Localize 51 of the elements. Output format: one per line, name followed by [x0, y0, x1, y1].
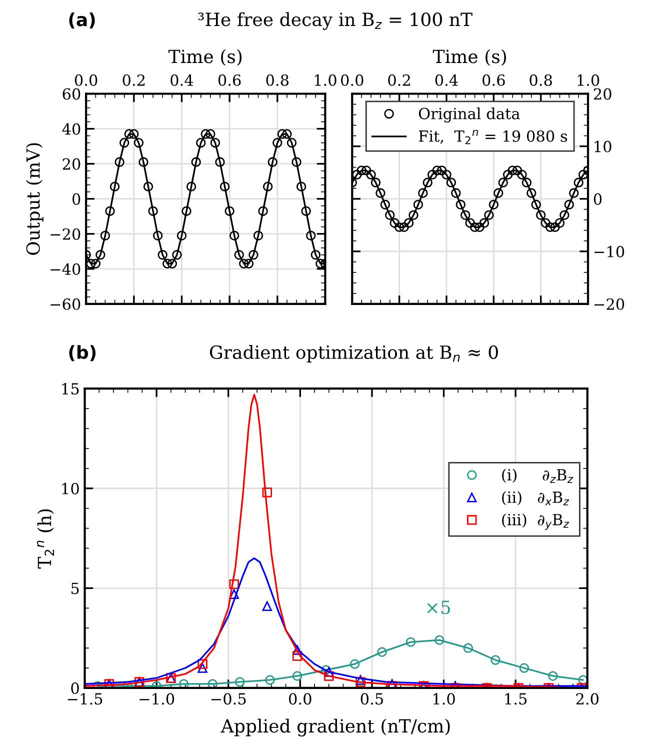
y-tick-label: 60: [62, 88, 80, 100]
text: (a): [69, 12, 95, 29]
x-tick-label: 0.8: [266, 74, 289, 86]
y-axis-title: Output (mV): [26, 143, 44, 255]
x-axis-title: Applied gradient (nT/cm): [220, 718, 450, 736]
y2-tick-label: 0: [594, 193, 602, 205]
x-tick-label: 0.2: [122, 74, 145, 86]
chart-title: ³He free decay in B$_{z}$ = 100 nT: [198, 12, 472, 30]
x-tick-label: 0.0: [341, 74, 364, 86]
y-tick-label: 0: [71, 682, 79, 694]
y-tick-label: 5: [71, 582, 79, 594]
legend-label: Fit, T$_{2}$$^{n}$ = 19 080 s: [418, 130, 568, 144]
x-axis-title: Time (s): [168, 49, 242, 66]
legend-label: (iii) ∂$_{y}$B$_{z}$: [502, 514, 570, 530]
text: (b): [69, 345, 96, 362]
x-tick-label: 0.2: [388, 74, 410, 86]
y-axis-title: T$_{2}$$^{n}$ (h): [37, 509, 54, 569]
x-tick-label: −1.0: [140, 693, 174, 705]
x-tick-label: 0.8: [530, 74, 552, 86]
chart-title: Gradient optimization at B$_{n}$ ≈ 0: [210, 345, 498, 363]
y2-tick-label: −10: [594, 246, 624, 258]
y-tick-label: 0: [72, 193, 80, 205]
x-tick-label: −0.5: [211, 693, 246, 705]
y-tick-label: −60: [50, 298, 80, 310]
x-tick-label: 0.5: [360, 693, 383, 705]
annotation: ×5: [427, 600, 450, 614]
y-tick-label: 20: [62, 158, 80, 170]
x-tick-label: 1.0: [433, 693, 455, 705]
y-tick-label: 10: [62, 482, 79, 494]
y2-tick-label: −20: [594, 298, 624, 310]
legend-label: Original data: [418, 107, 520, 122]
legend-label: (i) ∂$_{z}$B$_{z}$: [502, 468, 574, 483]
y-tick-label: 15: [62, 383, 79, 395]
x-tick-label: 0.4: [170, 74, 194, 86]
y-tick-label: 40: [62, 123, 80, 135]
y2-tick-label: 10: [594, 140, 612, 152]
x-tick-label: 0.6: [482, 74, 505, 86]
x-tick-label: 0.0: [289, 693, 312, 705]
x-axis-title: Time (s): [432, 49, 506, 66]
x-tick-label: 2.0: [576, 693, 598, 705]
x-tick-label: 0.0: [74, 74, 98, 86]
legend-label: (ii) ∂$_{x}$B$_{z}$: [502, 491, 570, 506]
y2-tick-label: 20: [594, 88, 612, 100]
x-tick-label: 1.5: [505, 693, 527, 705]
x-tick-label: 1.0: [578, 74, 600, 86]
x-tick-label: 0.4: [435, 74, 458, 86]
x-tick-label: 1.0: [314, 74, 336, 86]
x-tick-label: 0.6: [218, 74, 241, 86]
y-tick-label: −20: [50, 228, 80, 240]
x-tick-label: −1.5: [68, 693, 102, 705]
y-tick-label: −40: [50, 263, 80, 275]
